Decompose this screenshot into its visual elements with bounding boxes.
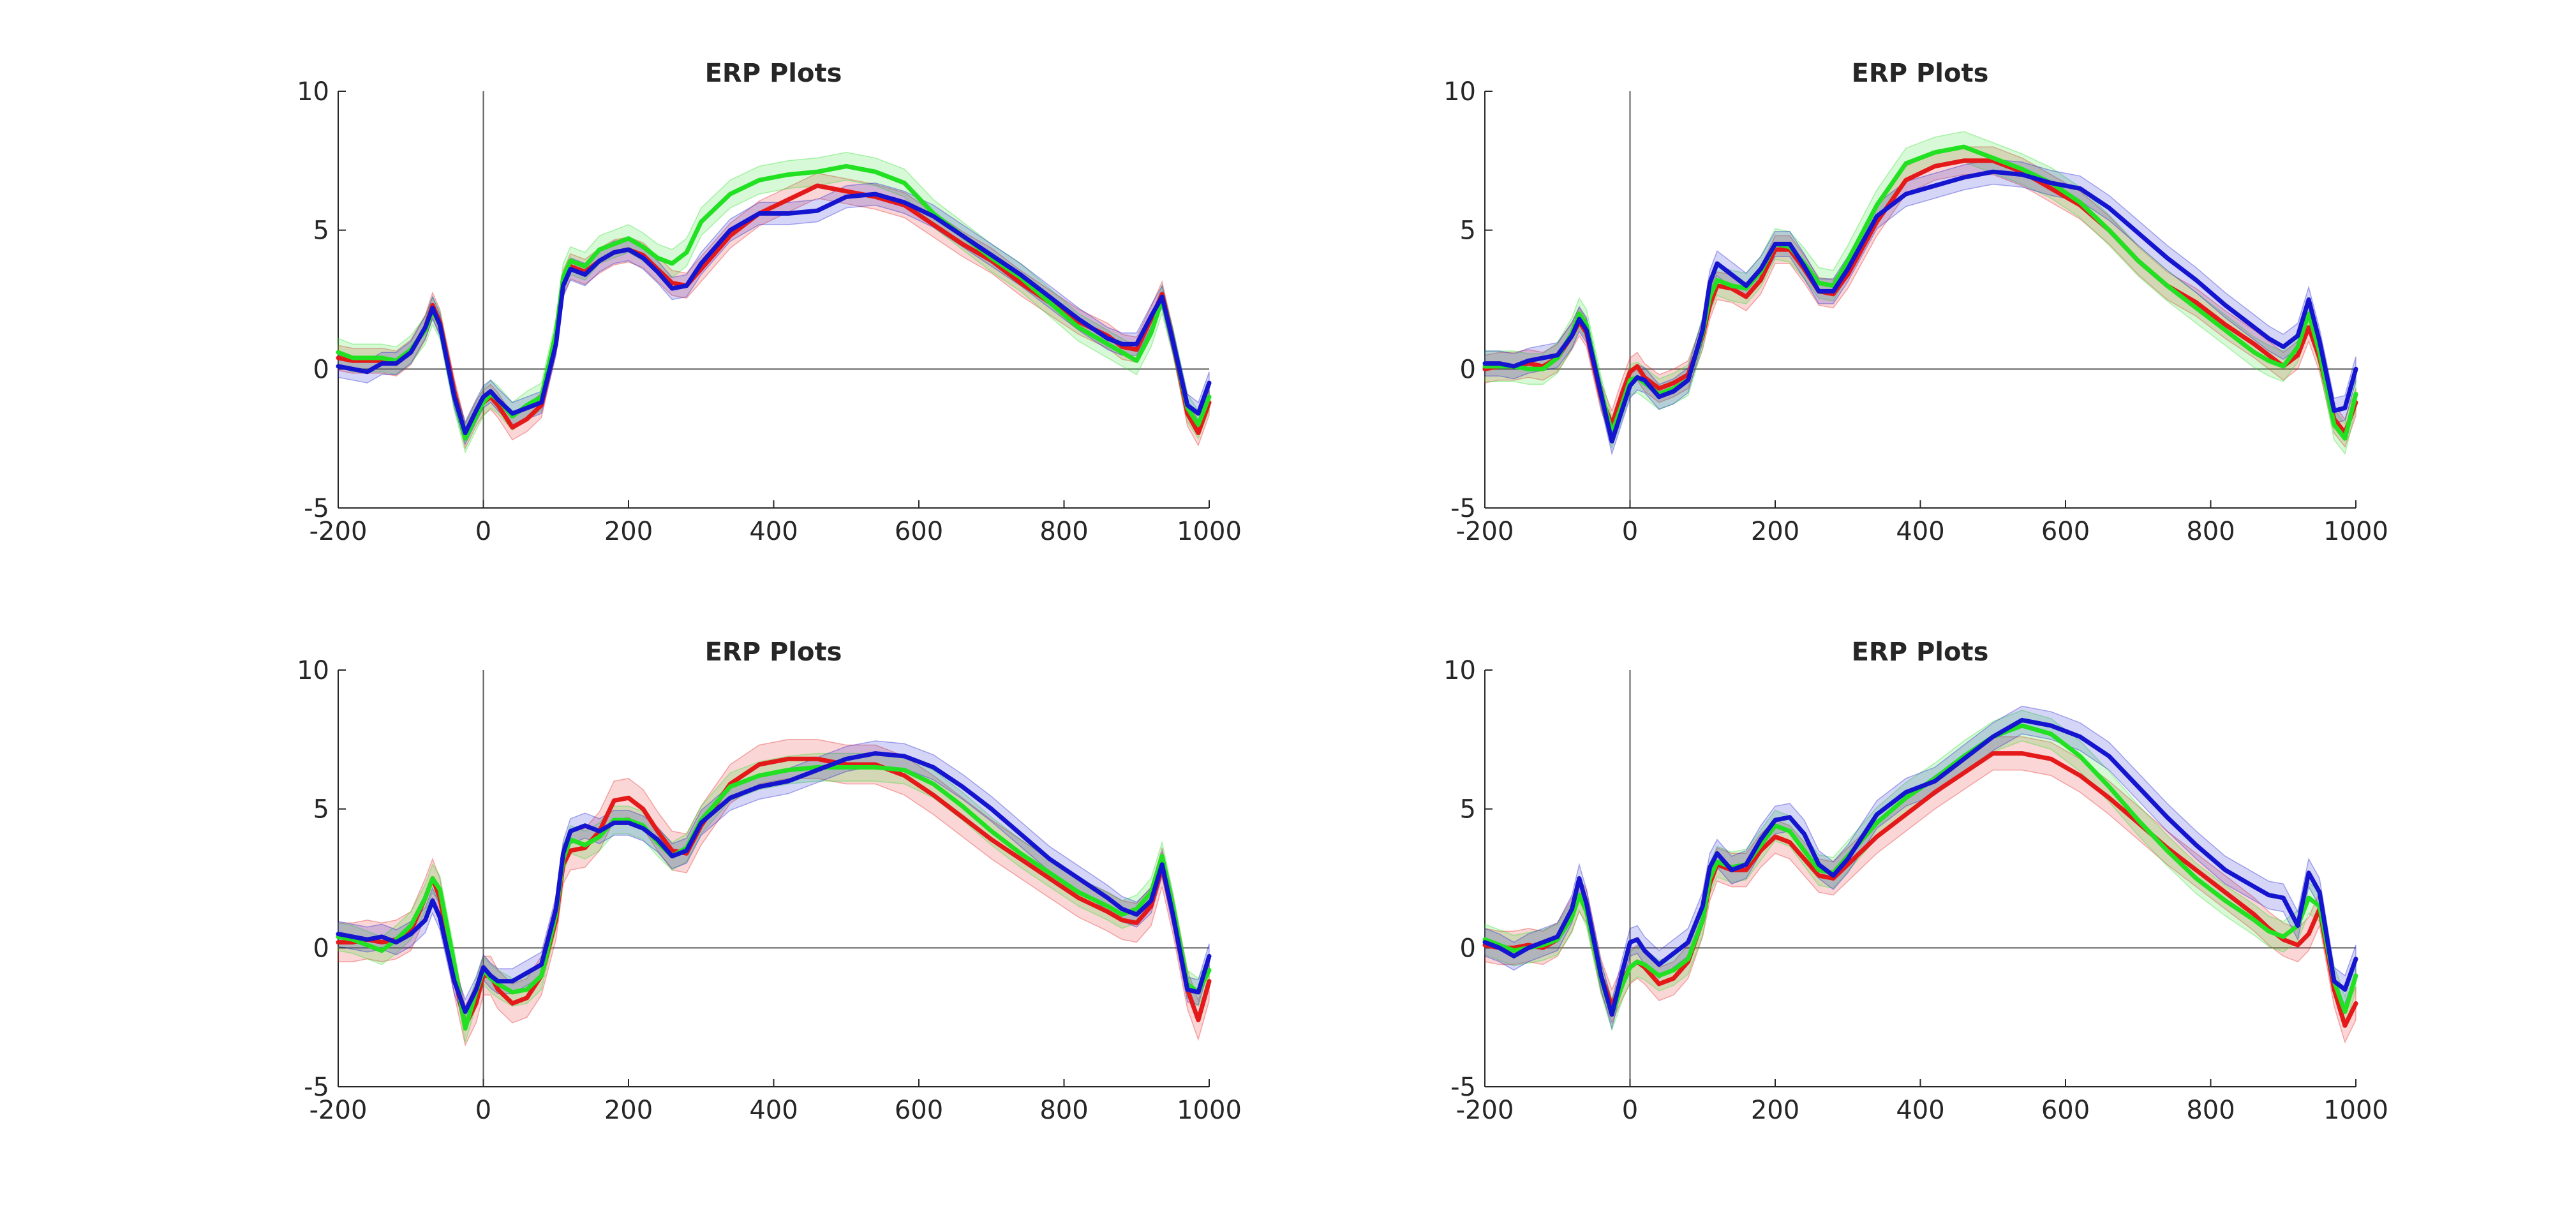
x-tick-label: 600 bbox=[895, 1096, 943, 1125]
x-tick-label: 800 bbox=[2186, 517, 2235, 546]
x-tick-label: -200 bbox=[309, 1096, 368, 1125]
x-tick-label: 1000 bbox=[1177, 517, 1242, 546]
x-tick-label: 600 bbox=[2041, 1096, 2090, 1125]
y-tick-label: 10 bbox=[297, 77, 329, 107]
x-tick-label: 200 bbox=[604, 517, 653, 546]
x-tick-label: 1000 bbox=[1177, 1096, 1242, 1125]
erp-plot-bottom-left: ERP Plots -200 0 200 400 600 800 1000 10 5 0 -5 bbox=[297, 638, 1242, 1125]
chart-title: ERP Plots bbox=[1852, 638, 1989, 667]
x-tick-label: 600 bbox=[2041, 517, 2090, 546]
x-tick-label: 600 bbox=[895, 517, 943, 546]
chart-title: ERP Plots bbox=[705, 638, 842, 667]
chart-title: ERP Plots bbox=[705, 59, 842, 88]
x-tick-label: 0 bbox=[1622, 517, 1638, 546]
x-tick-label: 0 bbox=[475, 1096, 491, 1125]
y-tick-label: 0 bbox=[1460, 355, 1476, 384]
erp-plot-top-left: ERP Plots -200 0 200 400 600 800 1000 10 5 0 -5 bbox=[297, 59, 1242, 546]
blue-series-line bbox=[336, 751, 1212, 1014]
y-tick-label: 5 bbox=[313, 216, 329, 246]
y-tick-label: 0 bbox=[1460, 934, 1476, 963]
x-tick-label: 0 bbox=[1622, 1096, 1638, 1125]
x-tick-label: -200 bbox=[1456, 517, 1514, 546]
blue-series-line bbox=[336, 191, 1212, 435]
y-tick-label: -5 bbox=[304, 1073, 329, 1102]
erp-plot-top-right: ERP Plots -200 0 200 400 600 800 1000 10 5 0 -5 bbox=[1443, 59, 2388, 546]
x-tick-label: 200 bbox=[1751, 1096, 1799, 1125]
chart-title: ERP Plots bbox=[1852, 59, 1989, 88]
x-tick-label: -200 bbox=[309, 517, 368, 546]
x-tick-label: 200 bbox=[604, 1096, 653, 1125]
y-tick-label: -5 bbox=[304, 494, 329, 523]
x-tick-label: 0 bbox=[475, 517, 491, 546]
x-tick-label: 800 bbox=[1039, 1096, 1088, 1125]
y-tick-label: 10 bbox=[1443, 656, 1476, 685]
blue-series-line bbox=[1482, 169, 2358, 444]
x-tick-label: 400 bbox=[1896, 1096, 1944, 1125]
x-tick-label: 1000 bbox=[2323, 517, 2388, 546]
y-tick-label: 0 bbox=[313, 355, 329, 384]
x-tick-label: 1000 bbox=[2323, 1096, 2388, 1125]
x-tick-label: 400 bbox=[749, 1096, 798, 1125]
x-tick-label: -200 bbox=[1456, 1096, 1514, 1125]
y-tick-label: 5 bbox=[1460, 795, 1476, 824]
y-tick-label: -5 bbox=[1450, 494, 1476, 523]
y-tick-label: 5 bbox=[1460, 216, 1476, 246]
x-tick-label: 800 bbox=[2186, 1096, 2235, 1125]
erp-plot-bottom-right: ERP Plots -200 0 200 400 600 800 1000 10 5 0 -5 bbox=[1443, 638, 2388, 1125]
y-tick-label: 5 bbox=[313, 795, 329, 824]
x-tick-label: 800 bbox=[1039, 517, 1088, 546]
y-tick-label: 10 bbox=[1443, 77, 1476, 107]
blue-series-line bbox=[1482, 717, 2358, 1017]
y-tick-label: -5 bbox=[1450, 1073, 1476, 1102]
x-tick-label: 200 bbox=[1751, 517, 1799, 546]
y-tick-label: 0 bbox=[313, 934, 329, 963]
y-tick-label: 10 bbox=[297, 656, 329, 685]
x-tick-label: 400 bbox=[1896, 517, 1944, 546]
x-tick-label: 400 bbox=[749, 517, 798, 546]
